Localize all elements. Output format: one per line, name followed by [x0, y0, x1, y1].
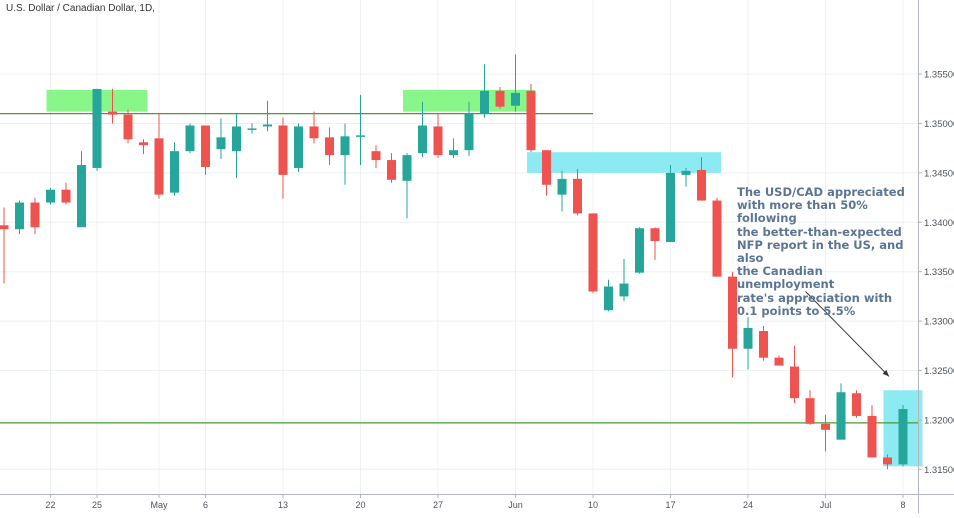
candle-body — [697, 169, 706, 201]
candle-body — [650, 228, 660, 242]
candle-body — [666, 172, 675, 243]
candle-body — [309, 126, 319, 139]
candle-body — [278, 125, 288, 175]
candle-body — [0, 225, 9, 230]
candle-body — [418, 125, 427, 154]
candle-body — [139, 142, 148, 146]
candle-body — [495, 90, 505, 107]
price-tick-label: 1.35500 — [924, 70, 954, 81]
time-tick-label: 8 — [900, 500, 905, 510]
candle-body — [77, 164, 86, 228]
candle-body — [185, 125, 195, 152]
candle-body — [635, 228, 644, 273]
candle-body — [92, 88, 102, 168]
annotation-arrowhead — [882, 369, 889, 377]
candle-body — [294, 126, 303, 168]
annotation-line: NFP report in the US, and also — [737, 237, 904, 266]
candle-body — [232, 126, 241, 152]
time-tick-label: 10 — [588, 500, 598, 510]
candle-body — [542, 150, 551, 185]
candle-body — [30, 202, 40, 228]
time-tick-label: 25 — [92, 500, 102, 510]
annotation-line: rate's appreciation with — [737, 290, 893, 305]
candle-body — [821, 423, 830, 430]
candle-body — [433, 126, 443, 156]
time-tick-label: Jul — [820, 500, 832, 510]
time-tick-label: 27 — [433, 500, 443, 510]
candle-body — [743, 328, 753, 349]
candle-body — [247, 128, 257, 130]
candle-body — [526, 90, 536, 151]
candle-body — [604, 286, 613, 311]
candle-body — [387, 160, 396, 180]
candle-body — [728, 276, 737, 349]
time-tick-label: 6 — [203, 500, 208, 510]
candle-body — [449, 150, 458, 156]
candle-body — [588, 213, 598, 292]
candle-body — [480, 90, 489, 114]
candle-body — [573, 178, 582, 214]
candle-body — [340, 136, 350, 156]
candle-body — [805, 398, 815, 424]
time-tick-label: 24 — [743, 500, 753, 510]
candle-body — [511, 92, 520, 106]
chart-title: U.S. Dollar / Canadian Dollar, 1D, — [6, 3, 155, 14]
candle-body — [712, 200, 722, 277]
candle-body — [790, 366, 799, 399]
price-tick-label: 1.32500 — [924, 366, 954, 377]
candle-body — [123, 114, 133, 140]
time-tick-label: 17 — [665, 500, 675, 510]
price-tick-label: 1.32000 — [924, 415, 954, 426]
candle-body — [681, 170, 691, 175]
price-tick-label: 1.34500 — [924, 168, 954, 179]
candle-body — [356, 135, 365, 137]
candle-body — [557, 178, 567, 195]
candle-body — [464, 113, 474, 151]
candle-body — [883, 457, 892, 465]
annotation-line: the better-than-expected — [737, 224, 902, 239]
candle-body — [774, 357, 784, 366]
candle-body — [216, 137, 226, 150]
candle-body — [619, 283, 629, 297]
candle-body — [759, 330, 768, 358]
candle-body — [836, 392, 846, 440]
price-tick-label: 1.33500 — [924, 267, 954, 278]
candle-body — [898, 409, 908, 465]
candle-body — [852, 393, 861, 416]
candle-body — [867, 415, 877, 458]
time-tick-label: May — [150, 500, 168, 510]
price-tick-label: 1.33000 — [924, 317, 954, 328]
candle-body — [46, 189, 55, 203]
highlight-zone — [527, 152, 721, 173]
annotation-line: 0.1 points to 5.5% — [737, 303, 856, 318]
time-tick-label: 13 — [278, 500, 288, 510]
annotation-line: the Canadian unemployment — [737, 264, 835, 292]
annotation-line: The USD/CAD appreciated — [737, 185, 905, 199]
time-tick-label: 20 — [355, 500, 365, 510]
annotation-line: with more than 50% following — [737, 198, 868, 226]
price-tick-label: 1.35000 — [924, 119, 954, 130]
annotation-text: The USD/CAD appreciated with more than 50… — [737, 185, 922, 318]
annotation-arrow-line — [805, 291, 890, 377]
candle-body — [15, 202, 24, 230]
candle-body — [108, 111, 117, 115]
candle-body — [371, 151, 381, 161]
candle-body — [263, 124, 272, 127]
candle-body — [154, 138, 164, 195]
price-tick-label: 1.34000 — [924, 218, 954, 229]
candle-body — [201, 125, 210, 167]
candle-body — [61, 189, 71, 203]
candle-body — [170, 151, 179, 193]
time-tick-label: 22 — [45, 500, 55, 510]
time-tick-label: Jun — [508, 500, 523, 510]
price-tick-label: 1.31500 — [924, 465, 954, 476]
candle-body — [402, 155, 412, 181]
candle-body — [325, 137, 334, 156]
